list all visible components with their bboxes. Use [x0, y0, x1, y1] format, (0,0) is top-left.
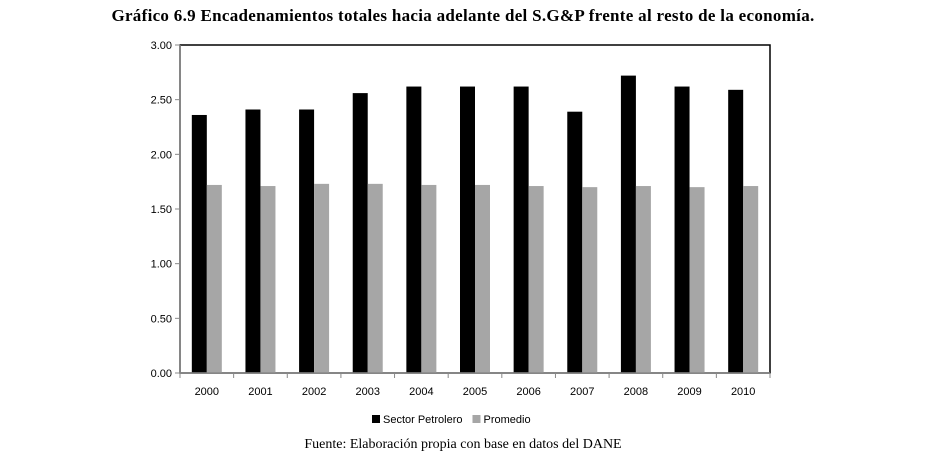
bar-promedio-2010 [743, 186, 759, 373]
bar-promedio-2008 [635, 186, 651, 373]
x-tick-label: 2001 [248, 386, 272, 398]
bar-promedio-2006 [528, 186, 544, 373]
x-tick-label: 2006 [516, 386, 540, 398]
bar-sector-petrolero-2001 [245, 109, 261, 374]
x-tick-label: 2000 [195, 386, 219, 398]
bar-promedio-2005 [475, 184, 490, 373]
bar-sector-petrolero-2006 [513, 86, 529, 374]
y-tick-label: 0.50 [151, 313, 172, 325]
bar-promedio-2001 [260, 186, 276, 373]
bar-promedio-2009 [689, 187, 705, 373]
chart-title: Gráfico 6.9 Encadenamientos totales haci… [111, 6, 815, 25]
x-tick-label: 2007 [570, 386, 594, 398]
bar-sector-petrolero-2007 [567, 111, 583, 374]
bar-sector-petrolero-2010 [728, 89, 744, 374]
legend-swatch [372, 415, 380, 423]
y-tick-label: 2.50 [151, 95, 172, 107]
bar-sector-petrolero-2000 [191, 114, 207, 374]
bar-promedio-2002 [314, 183, 330, 373]
legend-label: Promedio [483, 414, 530, 426]
x-tick-label: 2009 [677, 386, 701, 398]
bar-promedio-2000 [206, 184, 222, 373]
x-tick-label: 2004 [409, 386, 433, 398]
y-tick-label: 0.00 [151, 368, 172, 380]
bar-sector-petrolero-2009 [674, 86, 690, 374]
bar-sector-petrolero-2003 [352, 93, 368, 374]
x-tick-label: 2010 [731, 386, 755, 398]
y-tick-label: 1.50 [151, 204, 172, 216]
y-tick-label: 1.00 [151, 259, 172, 271]
y-tick-label: 3.00 [151, 40, 172, 52]
bar-promedio-2004 [421, 184, 437, 373]
y-tick-label: 2.00 [151, 149, 172, 161]
x-tick-label: 2005 [463, 386, 487, 398]
legend-label: Sector Petrolero [383, 414, 462, 426]
x-tick-label: 2002 [302, 386, 326, 398]
bar-sector-petrolero-2008 [620, 75, 636, 373]
x-tick-label: 2003 [355, 386, 379, 398]
bar-sector-petrolero-2005 [460, 86, 475, 374]
bar-sector-petrolero-2004 [406, 86, 422, 374]
bar-promedio-2007 [582, 187, 598, 373]
bar-sector-petrolero-2002 [299, 109, 315, 374]
x-tick-label: 2008 [624, 386, 648, 398]
legend-swatch [472, 415, 481, 423]
bar-promedio-2003 [367, 183, 383, 373]
chart-source: Fuente: Elaboración propia con base en d… [304, 437, 622, 452]
